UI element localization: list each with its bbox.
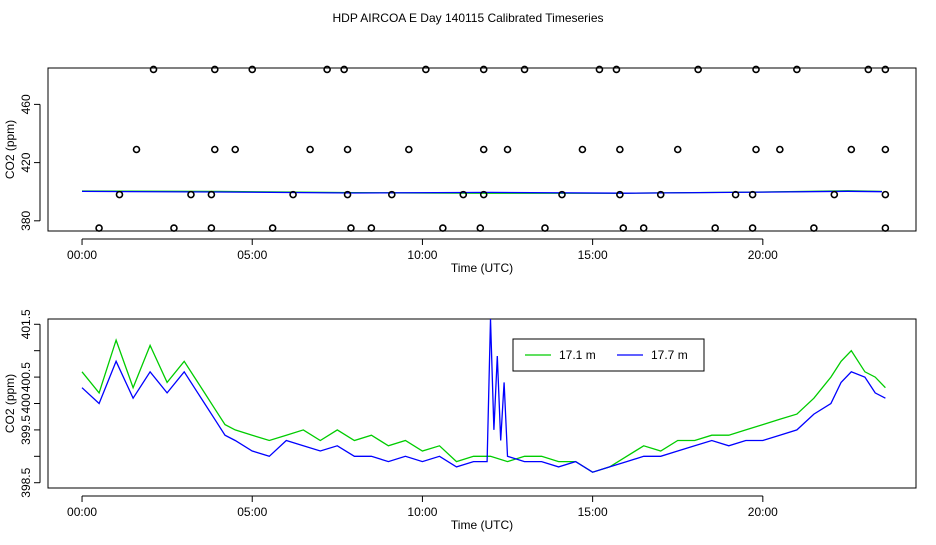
x-tick-label: 15:00 (578, 505, 608, 519)
data-point (479, 65, 488, 74)
x-tick-label: 05:00 (237, 505, 267, 519)
data-point (115, 190, 124, 199)
data-point (289, 190, 297, 199)
data-point (881, 190, 890, 199)
data-point (619, 224, 628, 232)
x-tick-label: 10:00 (407, 248, 437, 262)
series-line-1 (81, 338, 886, 473)
data-point (864, 65, 873, 74)
data-point (578, 145, 587, 154)
data-point (541, 224, 549, 232)
data-point (776, 145, 784, 154)
x-tick-label: 10:00 (407, 505, 437, 519)
data-point (207, 224, 216, 232)
data-point (248, 65, 257, 74)
y-axis-label: CO2 (ppm) (3, 120, 17, 179)
y-axis-label: CO2 (ppm) (3, 374, 17, 433)
data-point (881, 65, 890, 74)
data-point (207, 190, 216, 199)
data-point (476, 224, 485, 232)
data-point (459, 190, 468, 199)
x-tick-label: 00:00 (67, 248, 97, 262)
data-point (187, 190, 195, 199)
data-point (520, 65, 529, 74)
data-point (881, 224, 890, 232)
data-point (711, 224, 719, 232)
data-point (694, 65, 702, 74)
data-point (170, 224, 178, 232)
data-point (595, 65, 604, 74)
data-point (340, 65, 348, 74)
data-point (422, 65, 430, 74)
data-point (479, 145, 488, 154)
x-tick-label: 20:00 (748, 248, 778, 262)
data-point (231, 145, 240, 154)
data-point (830, 190, 839, 199)
legend: 17.1 m 17.7 m (512, 338, 705, 372)
y-tick-label: 400 (19, 393, 33, 413)
data-point (558, 190, 566, 199)
data-point (731, 190, 740, 199)
x-axis-label: Time (UTC) (451, 518, 513, 532)
data-point (656, 190, 665, 199)
data-point (752, 65, 760, 74)
data-point (95, 224, 103, 232)
data-point (210, 145, 219, 154)
data-point (343, 190, 352, 199)
data-point (752, 145, 760, 154)
data-point (343, 145, 352, 154)
data-point (405, 145, 413, 154)
series-line-2 (81, 318, 886, 473)
data-point (847, 145, 856, 154)
y-tick-label: 380 (19, 210, 33, 230)
x-tick-label: 15:00 (578, 248, 608, 262)
x-tick-label: 05:00 (237, 248, 267, 262)
data-point (387, 190, 396, 199)
data-point (149, 65, 158, 74)
data-point (347, 224, 355, 232)
x-axis-label: Time (UTC) (451, 261, 513, 275)
data-point (793, 65, 801, 74)
data-point (639, 224, 648, 232)
plot-frame (47, 318, 917, 489)
x-tick-label: 00:00 (67, 505, 97, 519)
data-point (439, 224, 447, 232)
data-point (306, 145, 314, 154)
x-tick-label: 20:00 (748, 505, 778, 519)
plot-frame (47, 67, 917, 232)
data-point (479, 190, 488, 199)
y-tick-label: 420 (19, 152, 33, 172)
data-point (673, 145, 682, 154)
y-tick-label: 401.5 (19, 309, 33, 339)
y-tick-label: 399.5 (19, 415, 33, 445)
data-point (367, 224, 376, 232)
y-tick-label: 398.5 (19, 467, 33, 497)
panel-bottom: 00:00 05:00 10:00 15:00 20:00 Time (UTC) 398.5… (3, 309, 917, 532)
panel-top: 00:00 05:00 10:00 15:00 20:00 Time (UTC) 380 42… (3, 65, 917, 275)
chart-title: HDP AIRCOA E Day 140115 Calibrated Times… (332, 11, 603, 25)
legend-label-2: 17.7 m (651, 348, 688, 362)
legend-label-1: 17.1 m (559, 348, 596, 362)
data-point (810, 224, 818, 232)
data-point (616, 145, 624, 154)
data-point (268, 224, 277, 232)
data-point (612, 65, 621, 74)
data-point (616, 190, 624, 199)
legend-box (512, 338, 705, 372)
data-point (132, 145, 141, 154)
data-point (748, 224, 757, 232)
y-tick-label: 460 (19, 94, 33, 114)
data-point (503, 145, 512, 154)
data-point (881, 145, 890, 154)
data-point (210, 65, 219, 74)
data-point (748, 190, 757, 199)
data-point (323, 65, 331, 74)
y-tick-label: 400.5 (19, 362, 33, 392)
